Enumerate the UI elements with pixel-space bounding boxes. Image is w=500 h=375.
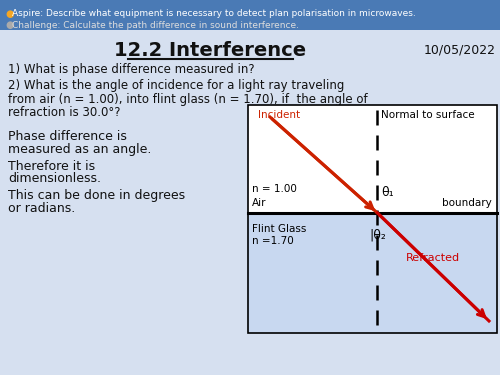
Text: ●: ● (5, 9, 14, 19)
Text: Phase difference is: Phase difference is (8, 130, 127, 144)
Text: Refracted: Refracted (406, 253, 460, 263)
Text: |θ₂: |θ₂ (370, 228, 386, 242)
Text: Flint Glass: Flint Glass (252, 224, 306, 234)
Text: Normal to surface: Normal to surface (382, 110, 475, 120)
Text: 10/05/2022: 10/05/2022 (424, 44, 496, 57)
Text: Air: Air (252, 198, 266, 208)
Text: 12.2 Interference: 12.2 Interference (114, 40, 306, 60)
Text: Incident: Incident (258, 110, 300, 120)
Text: 2) What is the angle of incidence for a light ray traveling: 2) What is the angle of incidence for a … (8, 80, 344, 93)
Text: ●: ● (5, 20, 14, 30)
Text: measured as an angle.: measured as an angle. (8, 144, 152, 156)
Text: dimensionless.: dimensionless. (8, 172, 101, 186)
Text: Therefore it is: Therefore it is (8, 159, 95, 172)
Text: This can be done in degrees: This can be done in degrees (8, 189, 185, 202)
Text: Aspire: Describe what equipment is necessary to detect plan polarisation in micr: Aspire: Describe what equipment is neces… (12, 9, 416, 18)
Bar (248, 105, 497, 213)
Text: θ₁: θ₁ (382, 186, 394, 200)
Text: n = 1.00: n = 1.00 (252, 184, 297, 194)
Text: n =1.70: n =1.70 (252, 236, 294, 246)
Bar (0, 0, 500, 30)
Text: or radians.: or radians. (8, 202, 75, 216)
Text: from air (n = 1.00), into flint glass (n = 1.70), if  the angle of: from air (n = 1.00), into flint glass (n… (8, 93, 368, 105)
Text: refraction is 30.0°?: refraction is 30.0°? (8, 105, 120, 118)
Text: Challenge: Calculate the path difference in sound interference.: Challenge: Calculate the path difference… (12, 21, 299, 30)
Text: 1) What is phase difference measured in?: 1) What is phase difference measured in? (8, 63, 254, 76)
Text: boundary: boundary (442, 198, 492, 208)
Bar (248, 213, 497, 333)
